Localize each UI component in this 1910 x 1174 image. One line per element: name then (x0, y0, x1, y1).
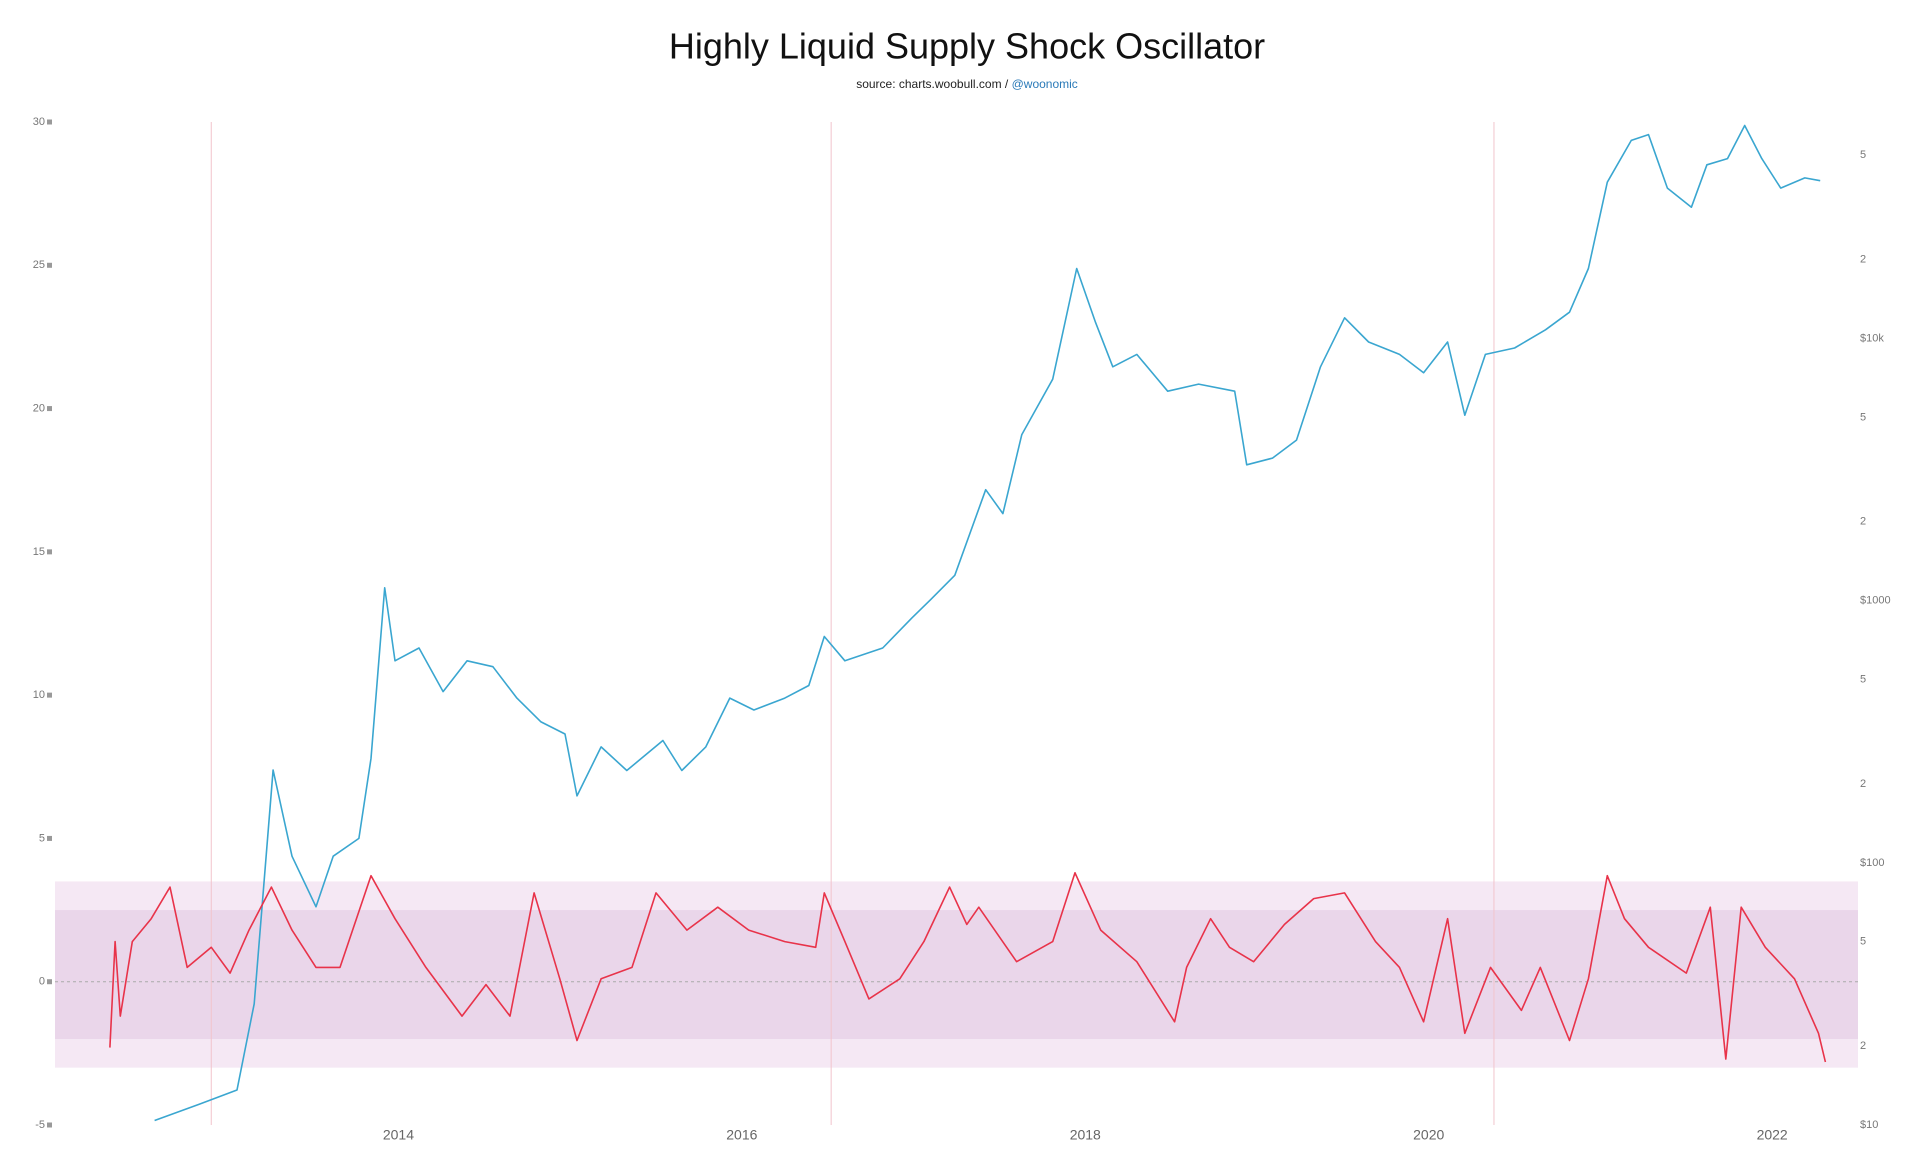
y2-tick-label: 5 (1860, 149, 1866, 161)
y2-tick-label: 2 (1860, 516, 1866, 528)
y-tick-label: 25 (33, 259, 45, 271)
y-tick-mark (47, 835, 52, 841)
x-tick-label: 2020 (1413, 1127, 1444, 1143)
y2-tick-label: $10 (1860, 1119, 1878, 1131)
y2-tick-label: 5 (1860, 936, 1866, 948)
y-tick-label: 10 (33, 689, 45, 701)
x-tick-label: 2014 (383, 1127, 414, 1143)
series-line (154, 124, 1821, 1122)
y-tick-label: 5 (39, 832, 45, 844)
y2-tick-label: $1000 (1860, 595, 1891, 607)
y-tick-label: 30 (33, 116, 45, 128)
y-tick-mark (47, 262, 52, 268)
y-tick-label: 15 (33, 546, 45, 558)
y-tick-mark (47, 979, 52, 985)
y-tick-mark (47, 692, 52, 698)
x-tick-label: 2018 (1070, 1127, 1101, 1143)
chart-subtitle: source: charts.woobull.com / @woonomic (856, 77, 1078, 91)
y-tick-label: 20 (33, 402, 45, 414)
y2-tick-label: 2 (1860, 254, 1866, 266)
y2-tick-label: $10k (1860, 332, 1884, 344)
x-tick-label: 2022 (1757, 1127, 1788, 1143)
y-tick-mark (47, 119, 52, 125)
y2-tick-label: 2 (1860, 778, 1866, 790)
y2-tick-label: 2 (1860, 1040, 1866, 1052)
chart-title: Highly Liquid Supply Shock Oscillator (669, 26, 1265, 67)
subtitle-link[interactable]: @woonomic (1012, 77, 1078, 91)
y2-tick-label: 5 (1860, 411, 1866, 423)
y-tick-mark (47, 406, 52, 412)
y-tick-mark (47, 1122, 52, 1128)
y-tick-label: 0 (39, 976, 45, 988)
x-tick-label: 2016 (726, 1127, 757, 1143)
y-tick-mark (47, 549, 52, 555)
band (55, 910, 1858, 1040)
subtitle-source: source: charts.woobull.com / (856, 77, 1011, 91)
series-line (109, 872, 1827, 1063)
y2-tick-label: $100 (1860, 857, 1884, 869)
y2-tick-label: 5 (1860, 674, 1866, 686)
y-tick-label: -5 (35, 1119, 45, 1131)
